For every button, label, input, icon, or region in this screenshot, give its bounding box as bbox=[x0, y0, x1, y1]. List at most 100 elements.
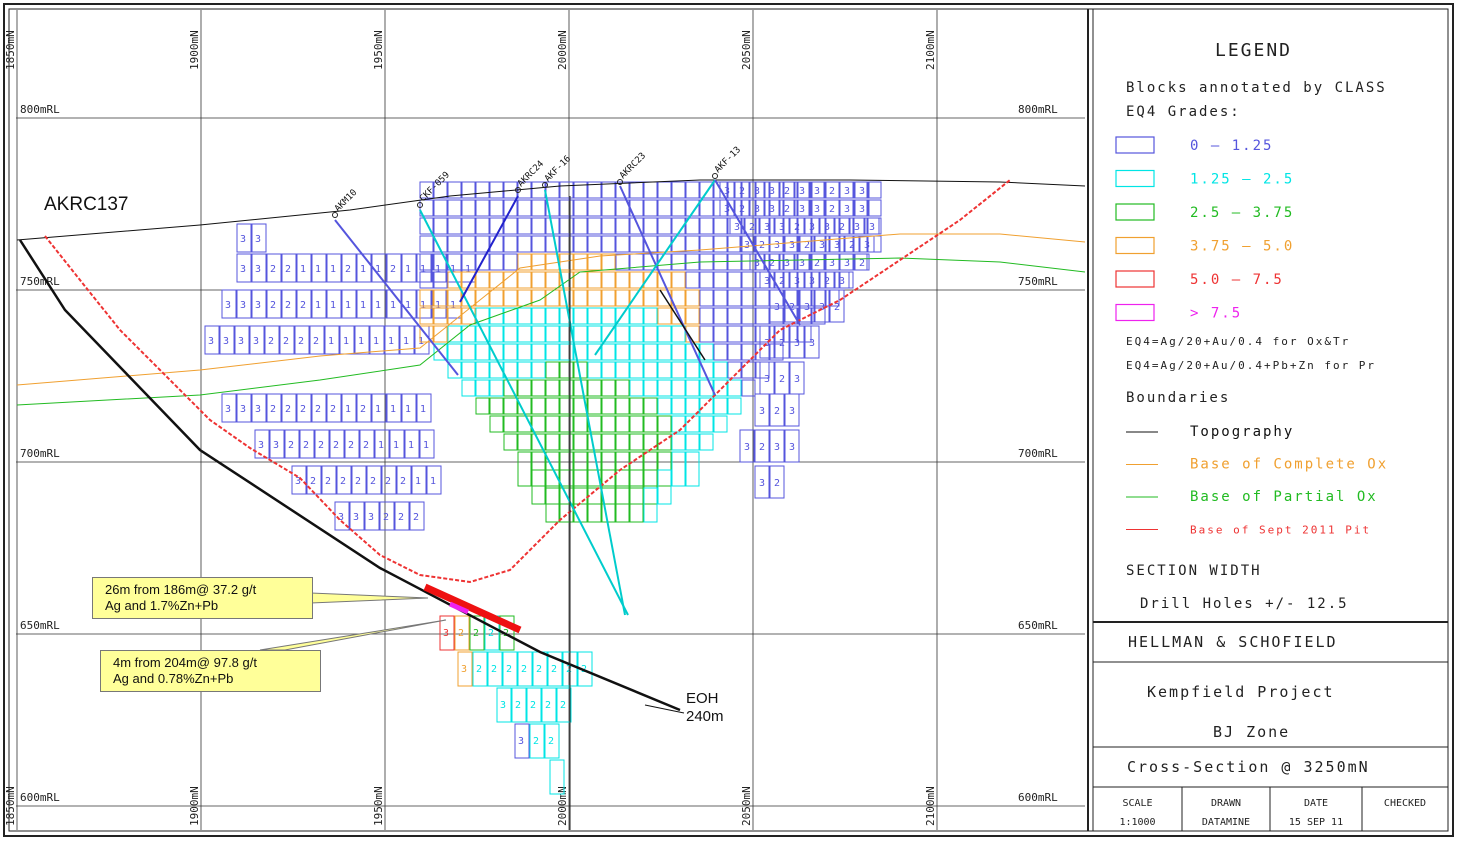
grid-layer: 1850mN1850mN1900mN1900mN1950mN1950mN2000… bbox=[4, 10, 1085, 830]
boundary-lines-layer bbox=[16, 179, 1086, 584]
block-class-label: 2 bbox=[824, 276, 830, 287]
block bbox=[587, 199, 602, 217]
block bbox=[615, 307, 630, 325]
grade-label: 3.75 – 5.0 bbox=[1190, 239, 1294, 255]
block-class-label: 2 bbox=[530, 700, 536, 711]
block bbox=[657, 199, 672, 217]
block-class-label: 2 bbox=[300, 300, 306, 311]
grade-swatch bbox=[1115, 169, 1155, 188]
block-class-label: 2 bbox=[268, 336, 274, 347]
block bbox=[221, 393, 237, 423]
block-class-label: 2 bbox=[779, 276, 785, 287]
block bbox=[671, 451, 686, 487]
block bbox=[789, 217, 805, 235]
block bbox=[685, 433, 700, 451]
block bbox=[741, 379, 756, 397]
tb-field-label: CHECKED bbox=[1384, 798, 1426, 809]
block bbox=[797, 307, 812, 325]
block bbox=[326, 393, 342, 423]
block-class-label: 3 bbox=[844, 204, 850, 215]
block bbox=[713, 289, 728, 307]
block bbox=[559, 271, 574, 289]
block bbox=[514, 723, 530, 759]
block bbox=[503, 379, 518, 397]
block bbox=[615, 379, 630, 397]
block bbox=[587, 415, 602, 433]
block bbox=[489, 397, 504, 415]
block-class-label: 3 bbox=[225, 300, 231, 311]
block bbox=[643, 181, 658, 199]
block bbox=[754, 429, 770, 463]
block-class-label: 3 bbox=[255, 264, 261, 275]
block bbox=[517, 217, 532, 235]
block bbox=[601, 235, 616, 253]
block bbox=[419, 235, 434, 253]
block bbox=[296, 289, 312, 319]
block-class-label: 1 bbox=[358, 336, 364, 347]
block bbox=[587, 217, 602, 235]
block bbox=[559, 397, 574, 415]
block bbox=[643, 487, 658, 523]
block bbox=[475, 379, 490, 397]
block-class-label: 3 bbox=[255, 404, 261, 415]
block bbox=[433, 271, 448, 289]
block-class-label: 3 bbox=[353, 512, 359, 523]
block bbox=[269, 429, 285, 459]
block bbox=[789, 271, 805, 289]
block bbox=[447, 217, 462, 235]
block bbox=[461, 379, 476, 397]
block bbox=[769, 429, 785, 463]
block bbox=[251, 289, 267, 319]
grade-label: 0 – 1.25 bbox=[1190, 138, 1273, 154]
block bbox=[671, 415, 686, 433]
block bbox=[727, 271, 742, 289]
block bbox=[699, 343, 714, 361]
block bbox=[727, 235, 742, 253]
block bbox=[657, 379, 672, 397]
block bbox=[685, 325, 700, 343]
eoh-depth: 240m bbox=[686, 708, 724, 725]
block bbox=[517, 307, 532, 325]
block-class-label: 1 bbox=[390, 300, 396, 311]
grade-label: 2.5 – 3.75 bbox=[1190, 205, 1294, 221]
block bbox=[447, 253, 462, 271]
block bbox=[699, 181, 714, 199]
block bbox=[587, 325, 602, 343]
block bbox=[503, 325, 518, 343]
rl-label-left: 600mRL bbox=[20, 791, 60, 804]
block bbox=[461, 325, 476, 343]
block bbox=[447, 343, 462, 361]
block bbox=[824, 181, 840, 199]
block bbox=[713, 307, 728, 325]
block-class-label: 3 bbox=[799, 204, 805, 215]
block bbox=[615, 451, 630, 487]
block bbox=[573, 451, 588, 487]
block bbox=[475, 271, 490, 289]
block bbox=[811, 307, 826, 325]
grade-swatch bbox=[1115, 136, 1155, 154]
block bbox=[685, 415, 700, 433]
legend-subtitle-2: EQ4 Grades: bbox=[1126, 104, 1241, 120]
block bbox=[531, 253, 546, 271]
block bbox=[251, 253, 267, 283]
block bbox=[643, 343, 658, 361]
block-class-label: 3 bbox=[764, 338, 770, 349]
block bbox=[824, 199, 840, 217]
block bbox=[461, 253, 476, 271]
block bbox=[713, 379, 728, 397]
block bbox=[629, 181, 644, 199]
block bbox=[472, 651, 488, 687]
block bbox=[804, 325, 820, 359]
block bbox=[559, 181, 574, 199]
block bbox=[601, 217, 616, 235]
block bbox=[419, 429, 435, 459]
block bbox=[685, 217, 700, 235]
rl-label-right: 600mRL bbox=[1018, 791, 1058, 804]
block bbox=[219, 325, 235, 355]
block bbox=[371, 393, 387, 423]
block bbox=[401, 253, 417, 283]
block-class-label: 1 bbox=[330, 264, 336, 275]
block bbox=[713, 415, 728, 433]
